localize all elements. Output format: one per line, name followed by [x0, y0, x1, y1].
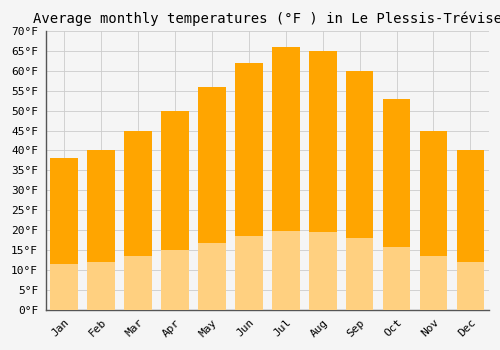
Bar: [309, 232, 336, 310]
Bar: [382, 99, 410, 310]
Bar: [88, 262, 115, 310]
Bar: [50, 265, 78, 310]
Bar: [161, 250, 189, 310]
Bar: [124, 256, 152, 310]
Bar: [235, 63, 262, 310]
Bar: [456, 150, 484, 310]
Bar: [420, 131, 448, 310]
Bar: [272, 231, 299, 310]
Bar: [198, 243, 226, 310]
Bar: [50, 159, 78, 310]
Bar: [346, 238, 374, 310]
Bar: [235, 236, 262, 310]
Bar: [124, 131, 152, 310]
Bar: [382, 246, 410, 310]
Bar: [198, 87, 226, 310]
Bar: [456, 262, 484, 310]
Bar: [309, 51, 336, 310]
Bar: [420, 256, 448, 310]
Bar: [161, 111, 189, 310]
Bar: [346, 71, 374, 310]
Bar: [272, 47, 299, 310]
Bar: [88, 150, 115, 310]
Title: Average monthly temperatures (°F ) in Le Plessis-Trévise: Average monthly temperatures (°F ) in Le…: [33, 11, 500, 26]
